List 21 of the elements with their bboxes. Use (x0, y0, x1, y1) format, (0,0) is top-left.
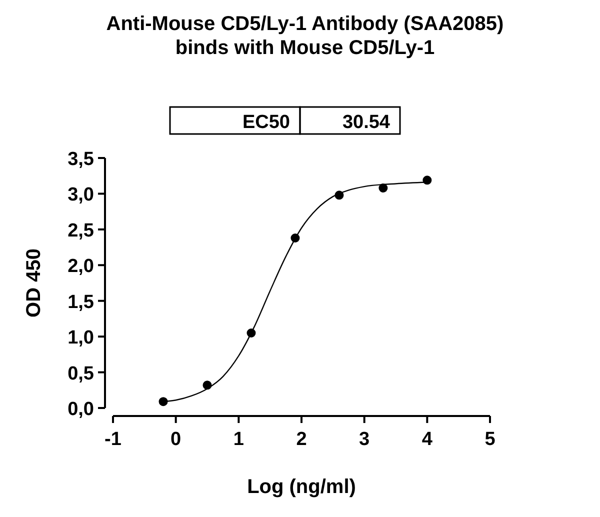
text: 30.54 (342, 112, 390, 133)
x-tick-label: 0 (170, 429, 182, 450)
point (422, 176, 432, 185)
y-tick-label: 3,0 (68, 184, 94, 206)
y-tick-label: 0,0 (68, 399, 94, 420)
x-tick-label: 1 (233, 429, 244, 450)
x-tick-label: 2 (296, 429, 307, 450)
x-tick-label: -1 (104, 429, 122, 450)
x-tick-label: 3 (359, 429, 370, 450)
y-axis-title: OD 450 (23, 248, 45, 318)
x-tick-label: 5 (484, 429, 496, 450)
y-tick-label: 0,5 (68, 363, 94, 384)
chart-title: Anti-Mouse CD5/Ly-1 Antibody (SAA2085) binds with Mouse CD5/Ly-1 (106, 13, 504, 59)
y-tick-label: 1,0 (68, 328, 94, 349)
y-tick-label: 3,5 (68, 149, 94, 170)
x-tick-label: 4 (422, 429, 433, 450)
y-tick-label: 1,5 (68, 292, 94, 313)
y-tick-label: 2,5 (68, 220, 94, 242)
y-tick-label: 2,0 (68, 256, 94, 278)
text: EC50 (242, 112, 290, 133)
x-axis-title: Log (ng/ml) (247, 476, 356, 498)
